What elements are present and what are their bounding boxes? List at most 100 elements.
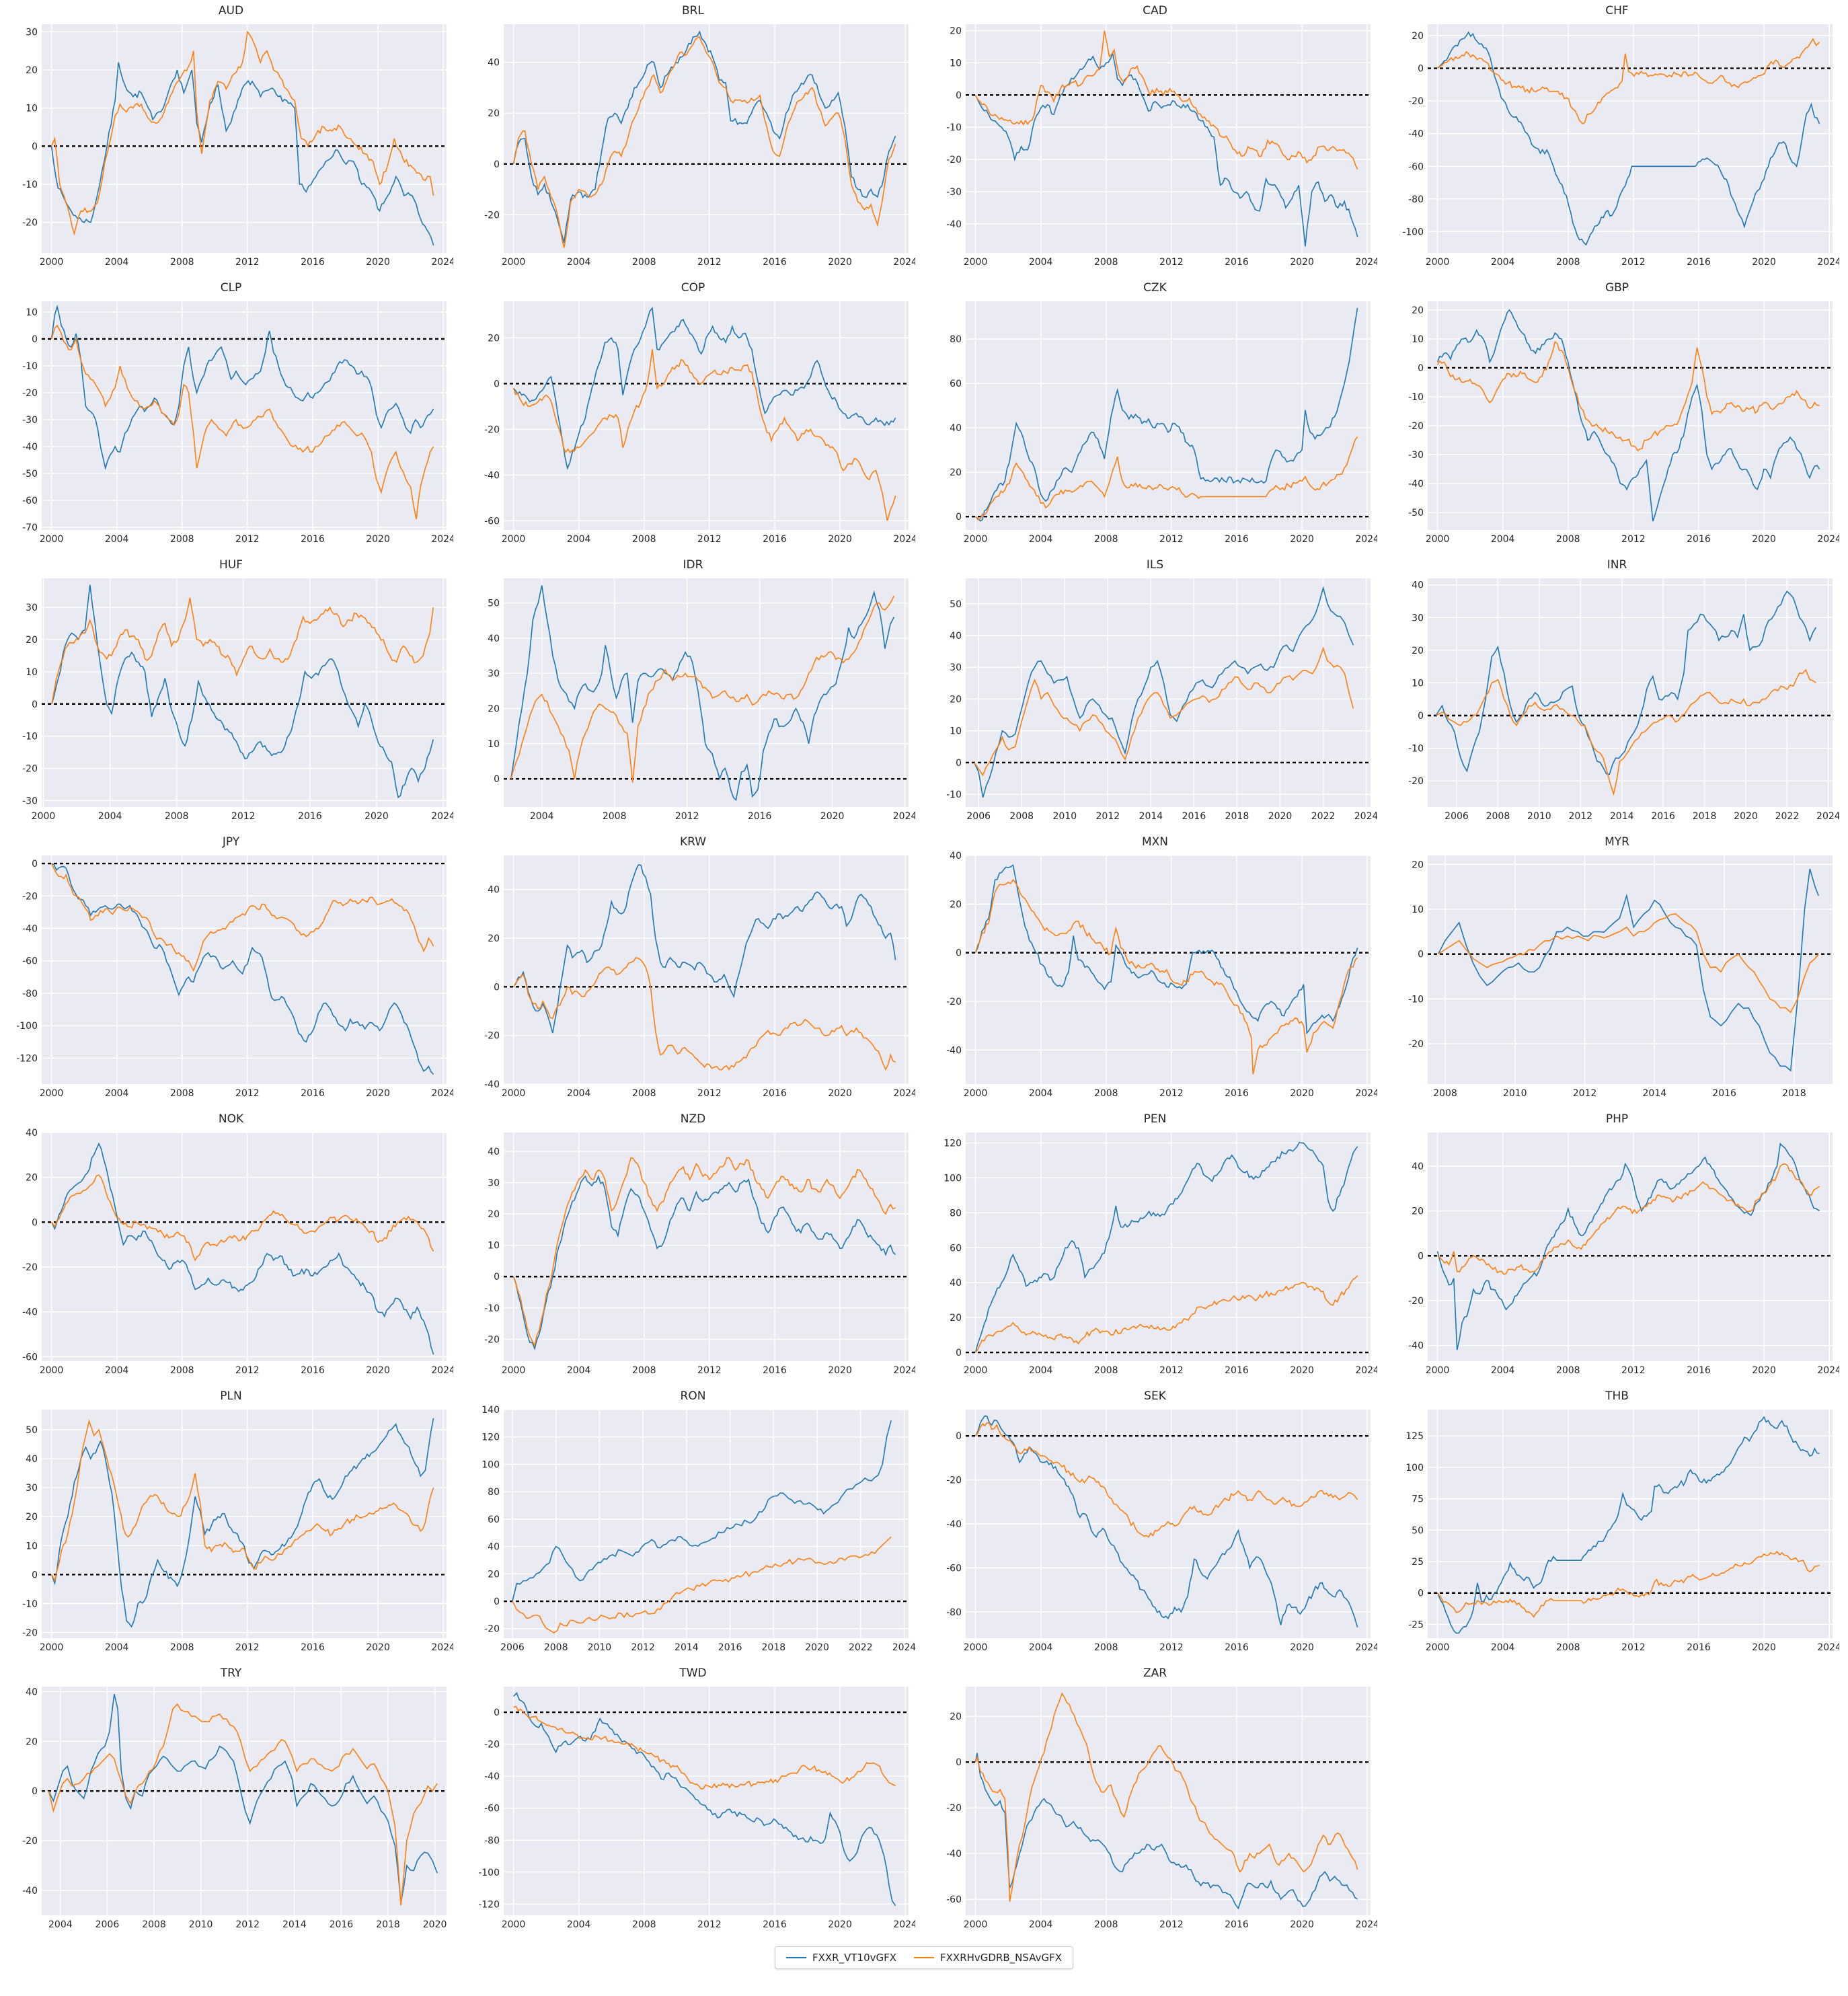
y-tick-label: 0 [956, 1757, 962, 1768]
x-tick-label: 2012 [1159, 1642, 1184, 1653]
y-tick-label: 20 [1412, 31, 1424, 42]
chart-cell-KRW: KRW 2000 2004 2008 2012 2016 2020 2024 -40 -20 0 20… [462, 834, 924, 1111]
series-line-2 [974, 1275, 1358, 1353]
x-tick-label: 2018 [1225, 811, 1249, 822]
y-tick-label: 10 [488, 739, 500, 750]
x-tick-label: 2008 [1555, 257, 1580, 268]
chart-title-PEN: PEN [1143, 1112, 1167, 1126]
y-tick-label: 0 [32, 1786, 38, 1797]
chart-cell-CHF: CHF 2000 2004 2008 2012 2016 2020 2024 -100 -80 -6… [1386, 3, 1848, 280]
y-tick-label: -30 [1408, 450, 1424, 461]
y-tick-label: -20 [22, 1627, 38, 1638]
chart-title-ILS: ILS [1146, 558, 1164, 572]
plot-BRL: 2000 2004 2008 2012 2016 2020 2024 -20 0 20 40 [484, 24, 915, 268]
y-tick-label: 40 [950, 423, 962, 434]
y-tick-label: 20 [488, 933, 500, 944]
y-tick-label: 100 [1406, 1463, 1424, 1473]
plot-THB: 2000 2004 2008 2012 2016 2020 2024 -25 0 25 50 75 10… [1406, 1410, 1839, 1653]
x-tick-label: 2024 [1355, 1642, 1377, 1653]
y-tick-label: 100 [944, 1173, 962, 1184]
x-tick-label: 2024 [893, 1088, 915, 1099]
plot-INR: 2006 2008 2010 2012 2014 2016 2018 2020 2022 2024… [1408, 578, 1839, 822]
x-tick-label: 2010 [587, 1642, 611, 1653]
x-tick-label: 2016 [1651, 811, 1675, 822]
x-tick-label: 2004 [566, 1919, 590, 1930]
chart-title-RON: RON [680, 1389, 706, 1403]
x-tick-label: 2016 [1225, 1919, 1249, 1930]
chart-cell-ZAR: ZAR 2000 2004 2008 2012 2016 2020 2024 -60 -40 -20… [924, 1665, 1386, 1942]
x-tick-label: 2008 [543, 1642, 568, 1653]
chart-cell-TWD: TWD 2000 2004 2008 2012 2016 2020 2024 -120 -100 -… [462, 1665, 924, 1942]
y-tick-label: 25 [1412, 1557, 1424, 1568]
series-line-1 [1436, 1416, 1820, 1634]
y-tick-label: 80 [950, 1208, 962, 1219]
series-line-1 [974, 1753, 1358, 1910]
series-line-1 [973, 586, 1354, 798]
y-tick-label: 0 [494, 159, 500, 170]
y-tick-label: 60 [950, 379, 962, 389]
series-line-1 [1435, 590, 1816, 775]
y-tick-label: 40 [950, 1278, 962, 1289]
x-tick-label: 2000 [39, 1642, 63, 1653]
y-tick-label: -20 [946, 1803, 962, 1814]
y-tick-label: 20 [1412, 859, 1424, 870]
x-tick-label: 2024 [431, 1088, 453, 1099]
legend-row: FXXR_VT10vGFX FXXRHvGDRB_NSAvGFX [0, 1942, 1848, 1976]
chart-cell-GBP: GBP 2000 2004 2008 2012 2016 2020 2024 -50 -40 -30… [1386, 280, 1848, 557]
x-tick-label: 2014 [1609, 811, 1633, 822]
y-tick-label: -20 [484, 210, 500, 221]
y-tick-label: 0 [494, 774, 500, 785]
y-tick-label: 20 [950, 1712, 962, 1722]
x-tick-label: 2008 [164, 811, 188, 822]
series-line-2 [1437, 913, 1819, 1013]
series-line-1 [510, 585, 894, 802]
chart-cell-BRL: BRL 2000 2004 2008 2012 2016 2020 2024 -20 0 20 40 [462, 3, 924, 280]
x-tick-label: 2008 [142, 1919, 166, 1930]
x-tick-label: 2008 [602, 811, 626, 822]
plot-TRY: 2004 2006 2008 2010 2012 2014 2016 2018 2020 -40 -… [22, 1687, 447, 1930]
y-tick-label: 0 [494, 982, 500, 993]
x-tick-label: 2000 [963, 1642, 987, 1653]
x-tick-label: 2000 [39, 257, 63, 268]
y-tick-label: 10 [1412, 678, 1424, 689]
y-tick-label: 40 [26, 1687, 38, 1697]
y-tick-label: 20 [1412, 646, 1424, 656]
x-tick-label: 2020 [366, 257, 390, 268]
y-tick-label: -100 [16, 1021, 38, 1032]
x-tick-label: 2016 [1225, 1642, 1249, 1653]
y-tick-label: -80 [22, 989, 38, 999]
y-tick-label: 10 [26, 667, 38, 678]
chart-title-COP: COP [681, 281, 705, 295]
x-tick-label: 2010 [1052, 811, 1077, 822]
x-tick-label: 2006 [966, 811, 991, 822]
chart-title-NZD: NZD [680, 1112, 706, 1126]
chart-cell-PEN: PEN 2000 2004 2008 2012 2016 2020 2024 0 20 40 60 80… [924, 1111, 1386, 1388]
y-tick-label: -20 [22, 1836, 38, 1847]
y-tick-label: 0 [956, 1431, 962, 1442]
series-line-2 [50, 1174, 434, 1262]
y-tick-label: -60 [484, 1804, 500, 1814]
plot-RON: 2006 2008 2010 2012 2014 2016 2018 2020 2022 2024… [482, 1405, 915, 1653]
plot-PLN: 2000 2004 2008 2012 2016 2020 2024 -20 -10 0 10 20 3… [22, 1410, 453, 1653]
y-tick-label: -10 [1408, 392, 1424, 403]
plot-area [1427, 578, 1833, 807]
y-tick-label: 120 [944, 1139, 962, 1149]
x-tick-label: 2024 [1816, 811, 1839, 822]
plot-area [965, 301, 1371, 530]
y-tick-label: 30 [1412, 613, 1424, 623]
y-tick-label: 10 [1412, 334, 1424, 345]
plot-area [41, 24, 447, 253]
series-line-1 [50, 1418, 434, 1628]
x-tick-label: 2020 [820, 811, 844, 822]
x-tick-label: 2024 [431, 534, 453, 545]
y-tick-label: 20 [488, 1209, 500, 1220]
x-tick-label: 2006 [1445, 811, 1469, 822]
y-tick-label: 20 [950, 899, 962, 910]
x-tick-label: 2004 [104, 1088, 128, 1099]
plot-area [965, 24, 1371, 253]
x-tick-label: 2016 [763, 257, 787, 268]
chart-title-MYR: MYR [1605, 835, 1629, 849]
y-tick-label: 100 [482, 1459, 500, 1470]
plot-CAD: 2000 2004 2008 2012 2016 2020 2024 -40 -30 -20 -10… [946, 24, 1377, 268]
x-tick-label: 2004 [98, 811, 122, 822]
